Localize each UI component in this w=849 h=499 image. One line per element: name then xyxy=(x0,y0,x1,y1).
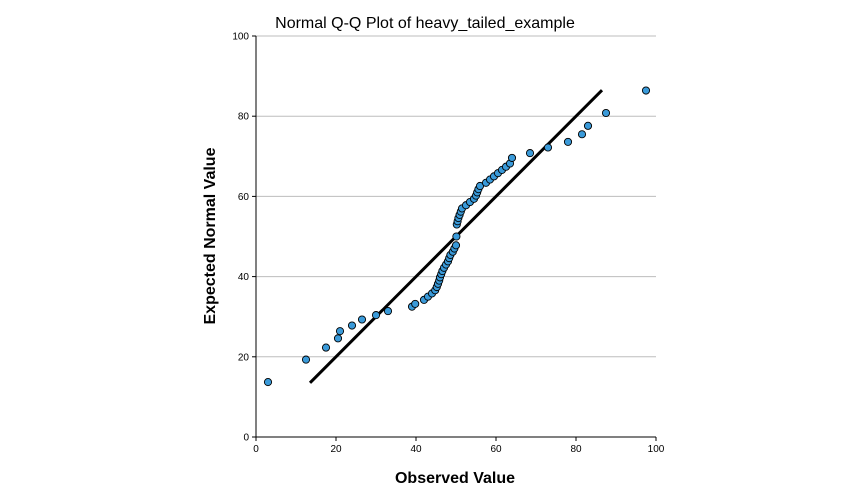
data-point xyxy=(601,108,611,118)
data-point xyxy=(347,321,357,330)
chart-title: Normal Q-Q Plot of heavy_tailed_example xyxy=(275,15,575,32)
y-tick-label: 0 xyxy=(243,433,249,444)
data-point xyxy=(357,315,367,324)
x-tick-label: 40 xyxy=(410,444,422,455)
data-point xyxy=(451,241,461,250)
data-point xyxy=(452,232,461,241)
x-axis-label: Observed Value xyxy=(395,470,515,487)
data-point xyxy=(577,130,587,139)
data-point xyxy=(335,327,345,336)
gridlines xyxy=(256,35,656,358)
data-point xyxy=(641,86,651,95)
x-tick-label: 100 xyxy=(648,444,665,455)
data-point xyxy=(507,153,517,162)
data-point xyxy=(301,355,311,364)
y-axis-label: Expected Normal Value xyxy=(202,147,219,324)
y-tick-label: 40 xyxy=(238,272,250,283)
data-point xyxy=(321,343,331,352)
y-tick-label: 20 xyxy=(238,352,250,363)
data-point xyxy=(563,137,573,146)
data-point xyxy=(543,143,553,152)
data-point xyxy=(411,299,420,308)
data-point xyxy=(333,334,343,343)
data-point xyxy=(371,311,381,320)
x-tick-label: 20 xyxy=(330,444,342,455)
y-tick-label: 100 xyxy=(232,32,249,43)
x-tick-label: 80 xyxy=(570,444,582,455)
y-tick-label: 60 xyxy=(238,192,250,203)
axes xyxy=(252,35,657,441)
data-point xyxy=(383,307,393,316)
y-tick-label: 80 xyxy=(238,112,250,123)
data-point xyxy=(583,121,593,130)
x-tick-label: 60 xyxy=(490,444,502,455)
x-tick-label: 0 xyxy=(253,444,259,455)
data-points xyxy=(263,86,651,387)
data-point xyxy=(263,378,273,387)
data-point xyxy=(525,149,535,158)
tick-labels: 0 20 40 60 80 100 0 20 40 60 80 100 xyxy=(232,32,664,456)
